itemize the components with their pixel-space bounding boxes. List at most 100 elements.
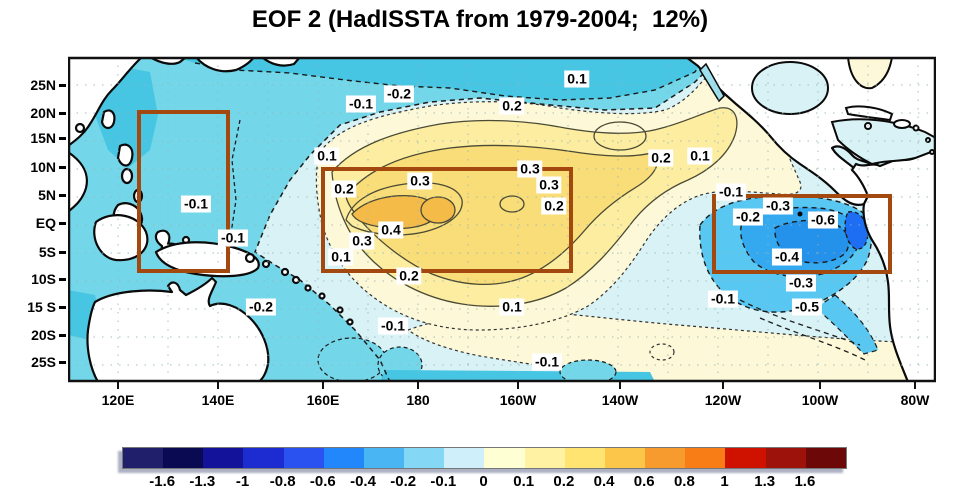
contour-label: -0.5 bbox=[791, 298, 823, 316]
contour-label: -0.1 bbox=[345, 95, 377, 113]
lon-axis-ticks bbox=[117, 382, 916, 389]
lat-tick bbox=[59, 334, 66, 337]
lon-label-140E: 140E bbox=[201, 392, 235, 408]
colorbar-tick--0.6: -0.6 bbox=[309, 473, 336, 490]
lat-label-20N: 20N bbox=[30, 105, 56, 121]
map-frame bbox=[68, 56, 936, 383]
contour-label: 0.3 bbox=[517, 160, 543, 178]
lat-tick bbox=[59, 194, 66, 197]
contour-label: -0.1 bbox=[217, 229, 249, 247]
colorbar-tick-1.3: 1.3 bbox=[754, 473, 776, 490]
colorbar-tick--0.2: -0.2 bbox=[390, 473, 417, 490]
contour-label: 0.3 bbox=[349, 232, 375, 250]
contour-label: -0.1 bbox=[377, 317, 409, 335]
lat-tick bbox=[59, 137, 66, 140]
lat-tick bbox=[59, 84, 66, 87]
lat-tick bbox=[59, 222, 66, 225]
lat-tick bbox=[59, 251, 66, 254]
colorbar-segment-1 bbox=[163, 448, 204, 468]
map-layers bbox=[68, 57, 936, 382]
lon-label-140W: 140W bbox=[601, 392, 639, 408]
contour-label: -0.6 bbox=[807, 211, 839, 229]
lat-label-10S: 10S bbox=[31, 271, 56, 287]
contour-label: 0.2 bbox=[499, 97, 525, 115]
colorbar-segment-4 bbox=[283, 448, 324, 468]
colorbar-tick--0.1: -0.1 bbox=[430, 473, 457, 490]
pacific-contour-map bbox=[68, 56, 936, 389]
colorbar-tick-0.8: 0.8 bbox=[673, 473, 695, 490]
contour-label: -0.1 bbox=[531, 353, 563, 371]
region-box-eastern bbox=[712, 194, 892, 274]
colorbar bbox=[122, 447, 848, 469]
contour-label: 0.4 bbox=[378, 221, 404, 239]
contour-label: -0.1 bbox=[180, 195, 212, 213]
contour-label: 0.2 bbox=[541, 197, 567, 215]
colorbar-segment-9 bbox=[484, 448, 525, 468]
lat-tick bbox=[59, 361, 66, 364]
colorbar-tick-1: 1 bbox=[720, 473, 729, 490]
colorbar-tick-0.6: 0.6 bbox=[633, 473, 655, 490]
contour-label: 0.1 bbox=[564, 70, 590, 88]
lon-label-160W: 160W bbox=[499, 392, 537, 408]
colorbar-tick--1.6: -1.6 bbox=[149, 473, 176, 490]
colorbar-tick--1: -1 bbox=[235, 473, 250, 490]
colorbar-segment-5 bbox=[323, 448, 364, 468]
colorbar-tick-1.6: 1.6 bbox=[794, 473, 816, 490]
contour-label: -0.2 bbox=[245, 298, 277, 316]
colorbar-tick-0.4: 0.4 bbox=[593, 473, 615, 490]
colorbar-segment-17 bbox=[805, 448, 846, 468]
contour-label: 0.1 bbox=[499, 298, 525, 316]
colorbar-segment-14 bbox=[685, 448, 726, 468]
colorbar-segment-16 bbox=[765, 448, 806, 468]
contour-label: 0.3 bbox=[536, 176, 562, 194]
colorbar-tick--0.8: -0.8 bbox=[269, 473, 296, 490]
contour-label: -0.2 bbox=[383, 85, 415, 103]
contour-label: 0.1 bbox=[314, 147, 340, 165]
colorbar-tick-0.1: 0.1 bbox=[513, 473, 535, 490]
contour-label: 0.2 bbox=[396, 267, 422, 285]
colorbar-segment-13 bbox=[645, 448, 686, 468]
contour-label: 0.1 bbox=[328, 248, 354, 266]
contour-label: 0.2 bbox=[648, 149, 674, 167]
contour-label: -0.1 bbox=[707, 290, 739, 308]
lat-tick bbox=[59, 112, 66, 115]
colorbar-segment-11 bbox=[564, 448, 605, 468]
lat-label-EQ: EQ bbox=[35, 215, 56, 231]
contour-label: 0.3 bbox=[407, 172, 433, 190]
lon-label-80W: 80W bbox=[900, 392, 930, 408]
colorbar-segment-3 bbox=[243, 448, 284, 468]
contour-label: 0.2 bbox=[331, 180, 357, 198]
contour-label: -0.3 bbox=[762, 197, 794, 215]
lat-label-15N: 15N bbox=[30, 130, 56, 146]
region-box-central bbox=[321, 167, 573, 273]
region-box-western bbox=[137, 110, 230, 273]
contour-label: -0.1 bbox=[715, 183, 747, 201]
lat-tick bbox=[59, 166, 66, 169]
contour-label: -0.4 bbox=[771, 248, 803, 266]
figure-title: EOF 2 (HadISSTA from 1979-2004; 12%) bbox=[251, 6, 709, 33]
colorbar-segment-15 bbox=[725, 448, 766, 468]
lat-tick bbox=[59, 306, 66, 309]
colorbar-tick-0: 0 bbox=[479, 473, 488, 490]
lat-label-25S: 25S bbox=[31, 354, 56, 370]
lon-label-120E: 120E bbox=[101, 392, 135, 408]
colorbar-segment-12 bbox=[604, 448, 646, 468]
colorbar-segment-8 bbox=[444, 448, 485, 468]
colorbar-segment-7 bbox=[404, 448, 445, 468]
colorbar-segment-6 bbox=[363, 448, 405, 468]
contour-label: -0.2 bbox=[732, 208, 764, 226]
lon-label-120W: 120W bbox=[704, 392, 742, 408]
colorbar-segment-10 bbox=[524, 448, 565, 468]
lat-label-10N: 10N bbox=[30, 159, 56, 175]
lat-label-5S: 5S bbox=[38, 244, 56, 260]
lat-label-15S: 15 S bbox=[27, 299, 56, 315]
colorbar-segment-2 bbox=[203, 448, 244, 468]
lat-tick bbox=[59, 278, 66, 281]
colorbar-tick-0.2: 0.2 bbox=[553, 473, 575, 490]
lat-label-5N: 5N bbox=[38, 187, 56, 203]
contour-label: 0.1 bbox=[687, 147, 713, 165]
lat-label-20S: 20S bbox=[31, 327, 56, 343]
contour-label: -0.3 bbox=[785, 274, 817, 292]
lon-label-100W: 100W bbox=[801, 392, 839, 408]
